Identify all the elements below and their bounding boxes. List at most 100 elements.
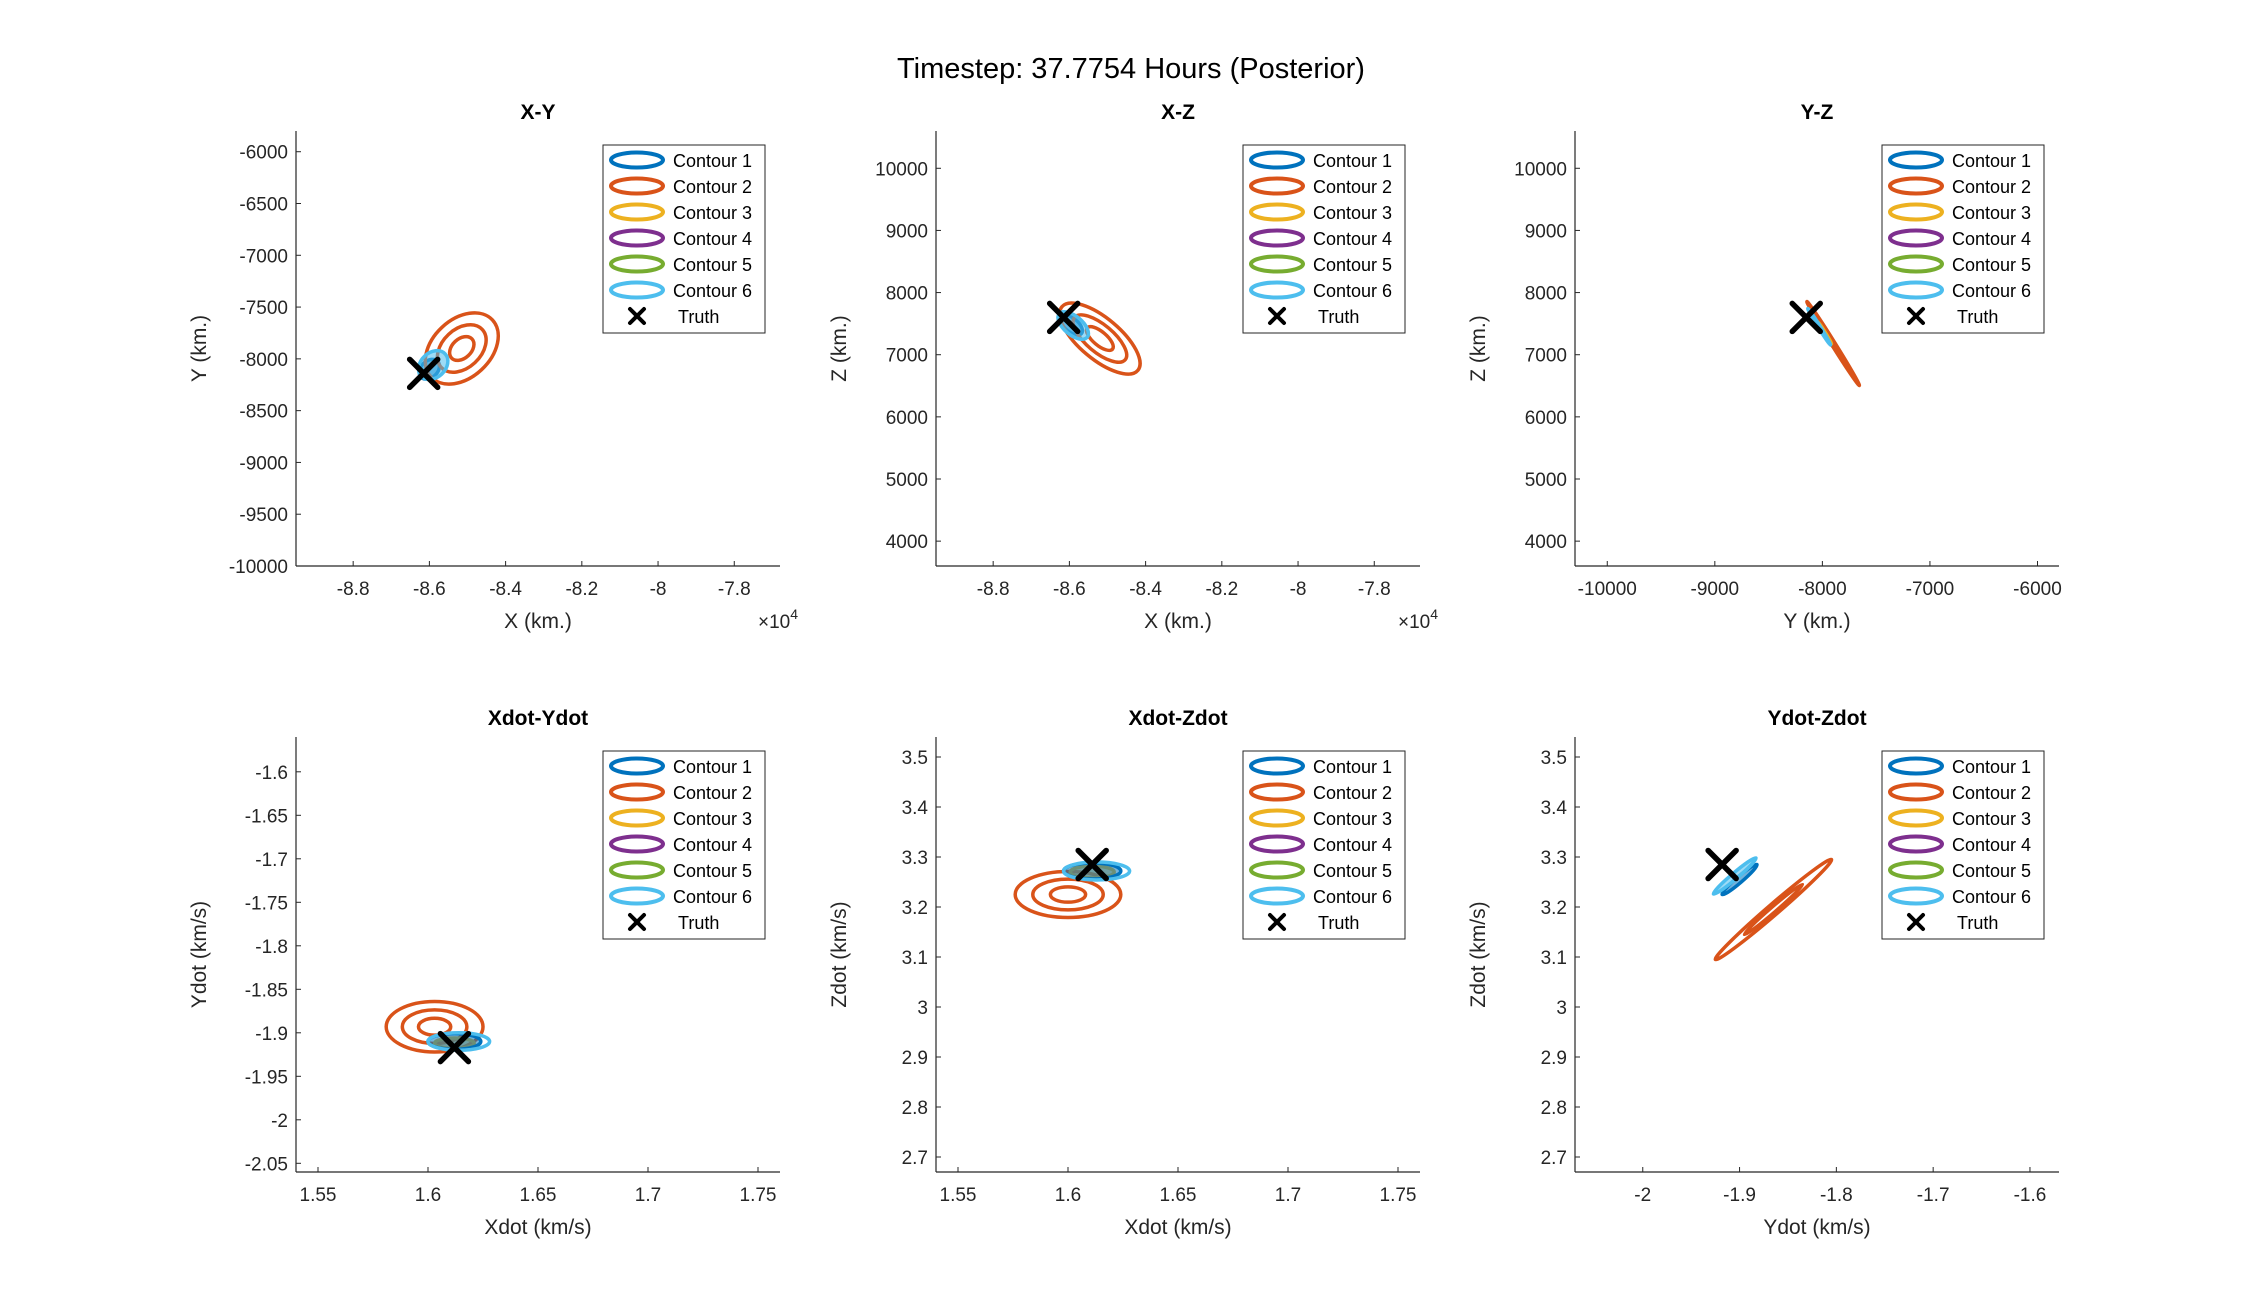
y-tick-label: 5000 xyxy=(886,470,928,491)
x-tick-label: 1.6 xyxy=(1055,1185,1081,1206)
y-tick-label: -1.75 xyxy=(245,893,288,914)
legend-item-contour-5: Contour 5 xyxy=(609,860,752,881)
legend-item-contour-1: Contour 1 xyxy=(1249,150,1392,171)
y-tick-label: 3.5 xyxy=(1541,748,1567,769)
x-tick-label: -8.6 xyxy=(413,579,446,600)
legend-box xyxy=(1881,144,2045,334)
y-tick-label: 8000 xyxy=(1525,284,1567,305)
y-tick-label: -1.65 xyxy=(245,806,288,827)
x-tick-label: -1.8 xyxy=(1820,1185,1853,1206)
legend-label: Contour 4 xyxy=(1952,835,2031,855)
x-tick-label: 1.7 xyxy=(1275,1185,1301,1206)
legend-label: Contour 5 xyxy=(673,861,752,881)
y-tick-label: 8000 xyxy=(886,284,928,305)
truth-marker xyxy=(1705,847,1739,882)
legend-item-contour-4: Contour 4 xyxy=(1249,834,1392,855)
legend: Contour 1 Contour 2 Contour 3 Contour 4 Cont… xyxy=(602,144,766,334)
legend-item-contour-5: Contour 5 xyxy=(1249,254,1392,275)
legend: Contour 1 Contour 2 Contour 3 Contour 4 Cont… xyxy=(1881,144,2045,334)
y-tick-label: 3.2 xyxy=(1541,898,1567,919)
legend-item-contour-6: Contour 6 xyxy=(1888,886,2031,907)
subplot-title: X-Y xyxy=(520,101,555,124)
legend-item-contour-4: Contour 4 xyxy=(1888,228,2031,249)
legend-item-contour-3: Contour 3 xyxy=(1888,202,2031,223)
contour-ring xyxy=(1713,857,1834,962)
x-tick-label: -8.4 xyxy=(489,579,522,600)
y-tick-label: -1.85 xyxy=(245,980,288,1001)
x-axis-label: X (km.) xyxy=(1144,610,1212,633)
y-tick-label: -6000 xyxy=(239,143,288,164)
legend-item-contour-3: Contour 3 xyxy=(1249,808,1392,829)
legend-box xyxy=(1242,144,1406,334)
y-tick-label: 2.8 xyxy=(1541,1098,1567,1119)
x-exponent-label: ×104 xyxy=(758,606,798,633)
legend-item-contour-2: Contour 2 xyxy=(609,176,752,197)
y-tick-label: 9000 xyxy=(886,221,928,242)
x-axis-label: X (km.) xyxy=(504,610,572,633)
plot-area xyxy=(1046,300,1142,376)
legend-item-contour-5: Contour 5 xyxy=(1249,860,1392,881)
legend-item-contour-6: Contour 6 xyxy=(609,886,752,907)
legend: Contour 1 Contour 2 Contour 3 Contour 4 Cont… xyxy=(1881,750,2045,940)
x-tick-label: -8.8 xyxy=(977,579,1010,600)
plot-area xyxy=(1705,847,1834,962)
legend-label: Contour 6 xyxy=(673,281,752,301)
y-tick-label: -2.05 xyxy=(245,1154,288,1175)
legend-item-truth: Truth xyxy=(628,307,719,327)
figure-suptitle: Timestep: 37.7754 Hours (Posterior) xyxy=(897,53,1365,85)
y-tick-label: 5000 xyxy=(1525,470,1567,491)
contour-contour-2 xyxy=(1057,301,1142,376)
subplot-5: Xdot-Zdot 1.55 1.6 1.65 1.7 1.75 2.7 2.8 2.9 3 3.1… xyxy=(828,707,1420,1239)
legend-label: Contour 4 xyxy=(1313,229,1392,249)
x-tick-label: -10000 xyxy=(1578,579,1637,600)
legend-label: Contour 6 xyxy=(1952,887,2031,907)
legend-label: Truth xyxy=(1318,913,1359,933)
legend-item-contour-1: Contour 1 xyxy=(1888,150,2031,171)
subplot-2: X-Z -8.8 -8.6 -8.4 -8.2 -8 -7.8 4000 5000 6000 700… xyxy=(828,101,1438,633)
legend-item-contour-4: Contour 4 xyxy=(1888,834,2031,855)
x-tick-label: 1.65 xyxy=(520,1185,557,1206)
legend-label: Contour 6 xyxy=(1313,887,1392,907)
legend-item-contour-4: Contour 4 xyxy=(1249,228,1392,249)
legend-item-contour-2: Contour 2 xyxy=(1888,782,2031,803)
x-axis-label: Ydot (km/s) xyxy=(1763,1216,1870,1239)
subplot-title: Y-Z xyxy=(1801,101,1834,124)
truth-marker xyxy=(1789,300,1823,335)
y-tick-label: -1.7 xyxy=(255,850,288,871)
legend-label: Contour 3 xyxy=(1313,203,1392,223)
legend: Contour 1 Contour 2 Contour 3 Contour 4 Cont… xyxy=(1242,750,1406,940)
x-axis-label: Y (km.) xyxy=(1783,610,1850,633)
legend-item-truth: Truth xyxy=(1268,307,1359,327)
plot-area xyxy=(406,311,501,391)
x-tick-label: 1.75 xyxy=(740,1185,777,1206)
y-tick-label: 9000 xyxy=(1525,221,1567,242)
y-tick-label: -7000 xyxy=(239,246,288,267)
legend-label: Truth xyxy=(1957,913,1998,933)
y-tick-label: -9000 xyxy=(239,453,288,474)
truth-marker xyxy=(406,356,441,391)
legend-label: Contour 2 xyxy=(1313,783,1392,803)
legend-label: Contour 3 xyxy=(673,203,752,223)
legend-item-contour-6: Contour 6 xyxy=(609,280,752,301)
x-tick-label: -6000 xyxy=(2013,579,2062,600)
legend-item-contour-6: Contour 6 xyxy=(1888,280,2031,301)
legend-item-contour-4: Contour 4 xyxy=(609,228,752,249)
x-tick-label: 1.6 xyxy=(415,1185,441,1206)
y-tick-label: -1.95 xyxy=(245,1067,288,1088)
x-tick-label: -2 xyxy=(1634,1185,1651,1206)
y-tick-label: 2.7 xyxy=(902,1148,928,1169)
legend-item-contour-6: Contour 6 xyxy=(1249,886,1392,907)
legend-item-contour-5: Contour 5 xyxy=(609,254,752,275)
legend-label: Contour 6 xyxy=(1952,281,2031,301)
subplot-title: Ydot-Zdot xyxy=(1767,707,1866,730)
legend-label: Contour 3 xyxy=(673,809,752,829)
y-tick-label: 4000 xyxy=(886,532,928,553)
legend-label: Contour 2 xyxy=(1952,783,2031,803)
legend-label: Contour 1 xyxy=(1952,151,2031,171)
legend-label: Contour 4 xyxy=(673,835,752,855)
y-tick-label: 3 xyxy=(917,998,928,1019)
y-tick-label: 3.2 xyxy=(902,898,928,919)
y-tick-label: 3.1 xyxy=(1541,948,1567,969)
